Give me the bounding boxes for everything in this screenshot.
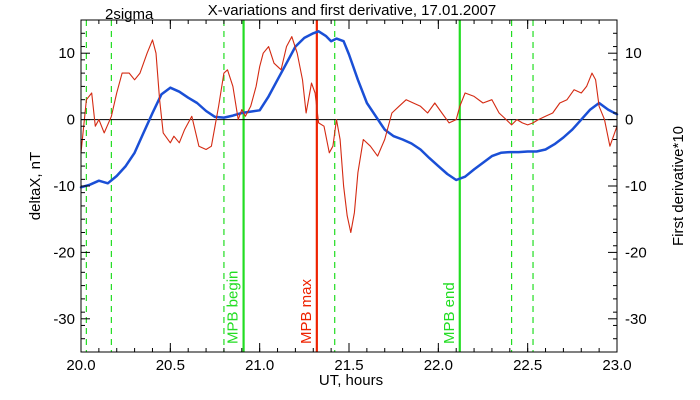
- y-tick-label-right: 0: [625, 112, 633, 129]
- y-tick-label-right: -10: [625, 178, 647, 195]
- x-tick-label: 21.0: [245, 357, 274, 374]
- marker-label-mpb_end: MPB end: [441, 282, 458, 344]
- x-tick-label: 21.5: [334, 357, 363, 374]
- y-tick-label-left: -30: [53, 311, 75, 328]
- corner-label: 2sigma: [105, 6, 154, 23]
- marker-label-mpb_max: MPB max: [298, 278, 315, 344]
- y-tick-label-right: -30: [625, 311, 647, 328]
- x-tick-label: 23.0: [602, 357, 631, 374]
- y-tick-label-left: -10: [53, 178, 75, 195]
- series-line-derivative: [80, 36, 618, 234]
- x-tick-label: 22.5: [513, 357, 542, 374]
- x-tick-label: 22.0: [424, 357, 453, 374]
- x-tick-label: 20.5: [156, 357, 185, 374]
- marker-label-mpb_begin: MPB begin: [225, 271, 242, 344]
- y-tick-label-left: -20: [53, 244, 75, 261]
- y-tick-label-right: -20: [625, 244, 647, 261]
- x-tick-label: 20.0: [66, 357, 95, 374]
- y-axis-label-right: First derivative*10: [670, 126, 687, 246]
- y-axis-label-left: deltaX, nT: [27, 152, 44, 220]
- series-line-deltaX: [79, 30, 619, 189]
- y-tick-label-left: 0: [67, 112, 75, 129]
- y-tick-label-left: 10: [58, 45, 75, 62]
- y-tick-label-right: 10: [625, 45, 642, 62]
- x-axis-label: UT, hours: [319, 372, 383, 389]
- chart-title: X-variations and first derivative, 17.01…: [208, 2, 497, 19]
- plot-frame: [80, 19, 618, 353]
